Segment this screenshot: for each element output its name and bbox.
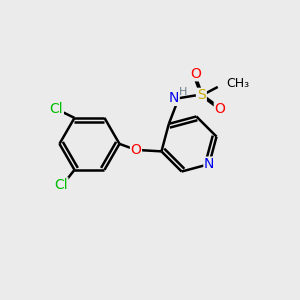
Text: N: N (204, 157, 214, 171)
Text: Cl: Cl (54, 178, 68, 192)
Text: O: O (214, 102, 225, 116)
Text: Cl: Cl (50, 102, 63, 116)
Text: H: H (179, 87, 187, 97)
Text: S: S (197, 88, 206, 102)
Text: CH₃: CH₃ (226, 77, 249, 90)
Text: N: N (169, 91, 179, 105)
Text: O: O (190, 67, 201, 81)
Text: O: O (130, 143, 141, 157)
